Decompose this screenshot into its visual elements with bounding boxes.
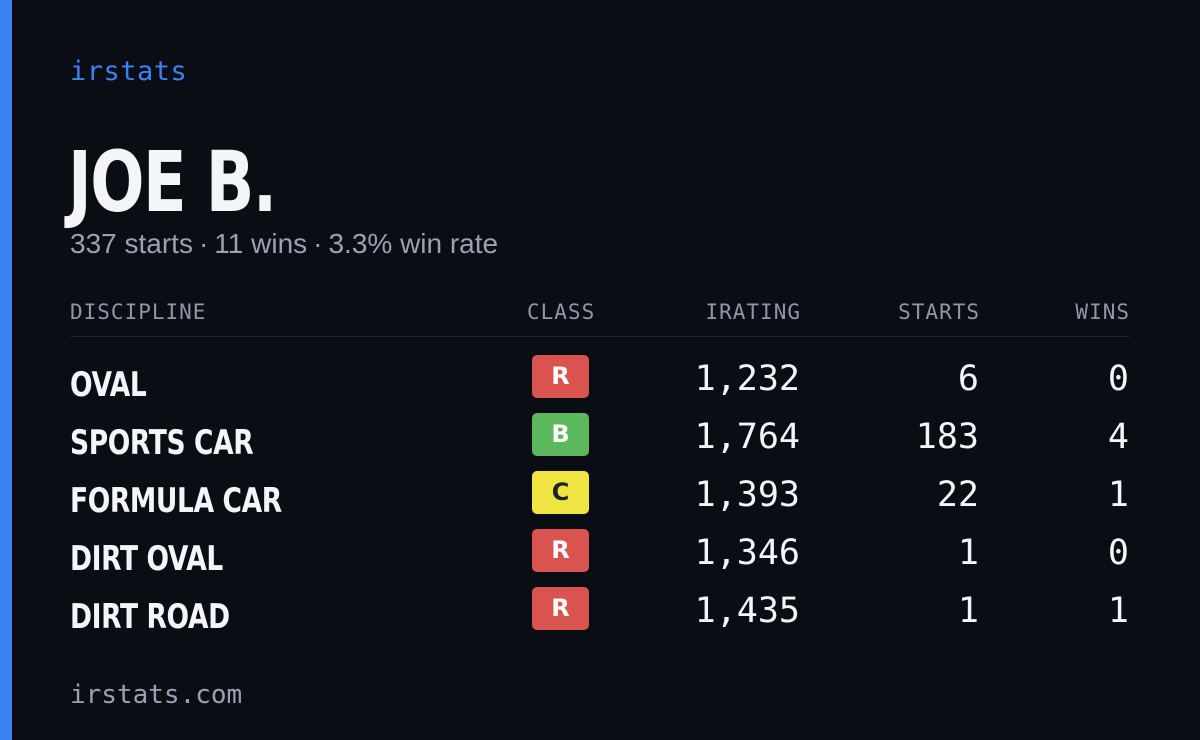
wins-value: 4 (1107, 417, 1129, 457)
header-divider (70, 336, 1130, 337)
wins-value: 1 (1107, 591, 1129, 631)
discipline-name: SPORTS CAR (70, 423, 254, 463)
license-class-badge: R (532, 587, 589, 630)
wins-value: 0 (1107, 359, 1129, 399)
discipline-name: OVAL (70, 365, 147, 405)
table-row: OVAL R 1,232 6 0 (0, 355, 1200, 413)
license-class-badge: B (532, 413, 589, 456)
column-header-starts: STARTS (898, 300, 980, 324)
separator-dot: · (313, 228, 323, 259)
discipline-name: FORMULA CAR (70, 481, 282, 521)
accent-bar (0, 0, 12, 740)
wins-value: 0 (1107, 533, 1129, 573)
discipline-name: DIRT ROAD (70, 597, 230, 637)
footer-domain: irstats.com (70, 680, 243, 710)
starts-value: 6 (957, 359, 979, 399)
license-class-badge: C (532, 471, 589, 514)
table-row: DIRT ROAD R 1,435 1 1 (0, 587, 1200, 645)
column-header-irating: IRATING (705, 300, 801, 324)
table-row: FORMULA CAR C 1,393 22 1 (0, 471, 1200, 529)
starts-value: 183 (915, 417, 979, 457)
column-header-wins: WINS (1075, 300, 1130, 324)
wins-value: 1 (1107, 475, 1129, 515)
column-header-discipline: DISCIPLINE (70, 300, 207, 324)
column-header-class: CLASS (527, 300, 596, 324)
irating-value: 1,346 (694, 533, 800, 573)
starts-value: 1 (957, 533, 979, 573)
irating-value: 1,435 (694, 591, 800, 631)
starts-value: 22 (936, 475, 979, 515)
win-rate: 3.3% win rate (328, 228, 499, 259)
table-row: SPORTS CAR B 1,764 183 4 (0, 413, 1200, 471)
brand-logo-text: irstats (70, 56, 188, 87)
total-starts: 337 starts (70, 228, 193, 259)
separator-dot: · (198, 228, 209, 259)
license-class-badge: R (532, 529, 589, 572)
license-class-badge: R (532, 355, 589, 398)
discipline-name: DIRT OVAL (70, 539, 223, 579)
total-wins: 11 wins (214, 228, 308, 259)
irating-value: 1,764 (694, 417, 800, 457)
player-name: JOE B. (68, 133, 277, 231)
starts-value: 1 (957, 591, 979, 631)
player-summary: 337 starts · 11 wins · 3.3% win rate (70, 228, 498, 260)
irating-value: 1,393 (694, 475, 800, 515)
irating-value: 1,232 (694, 359, 800, 399)
table-row: DIRT OVAL R 1,346 1 0 (0, 529, 1200, 587)
